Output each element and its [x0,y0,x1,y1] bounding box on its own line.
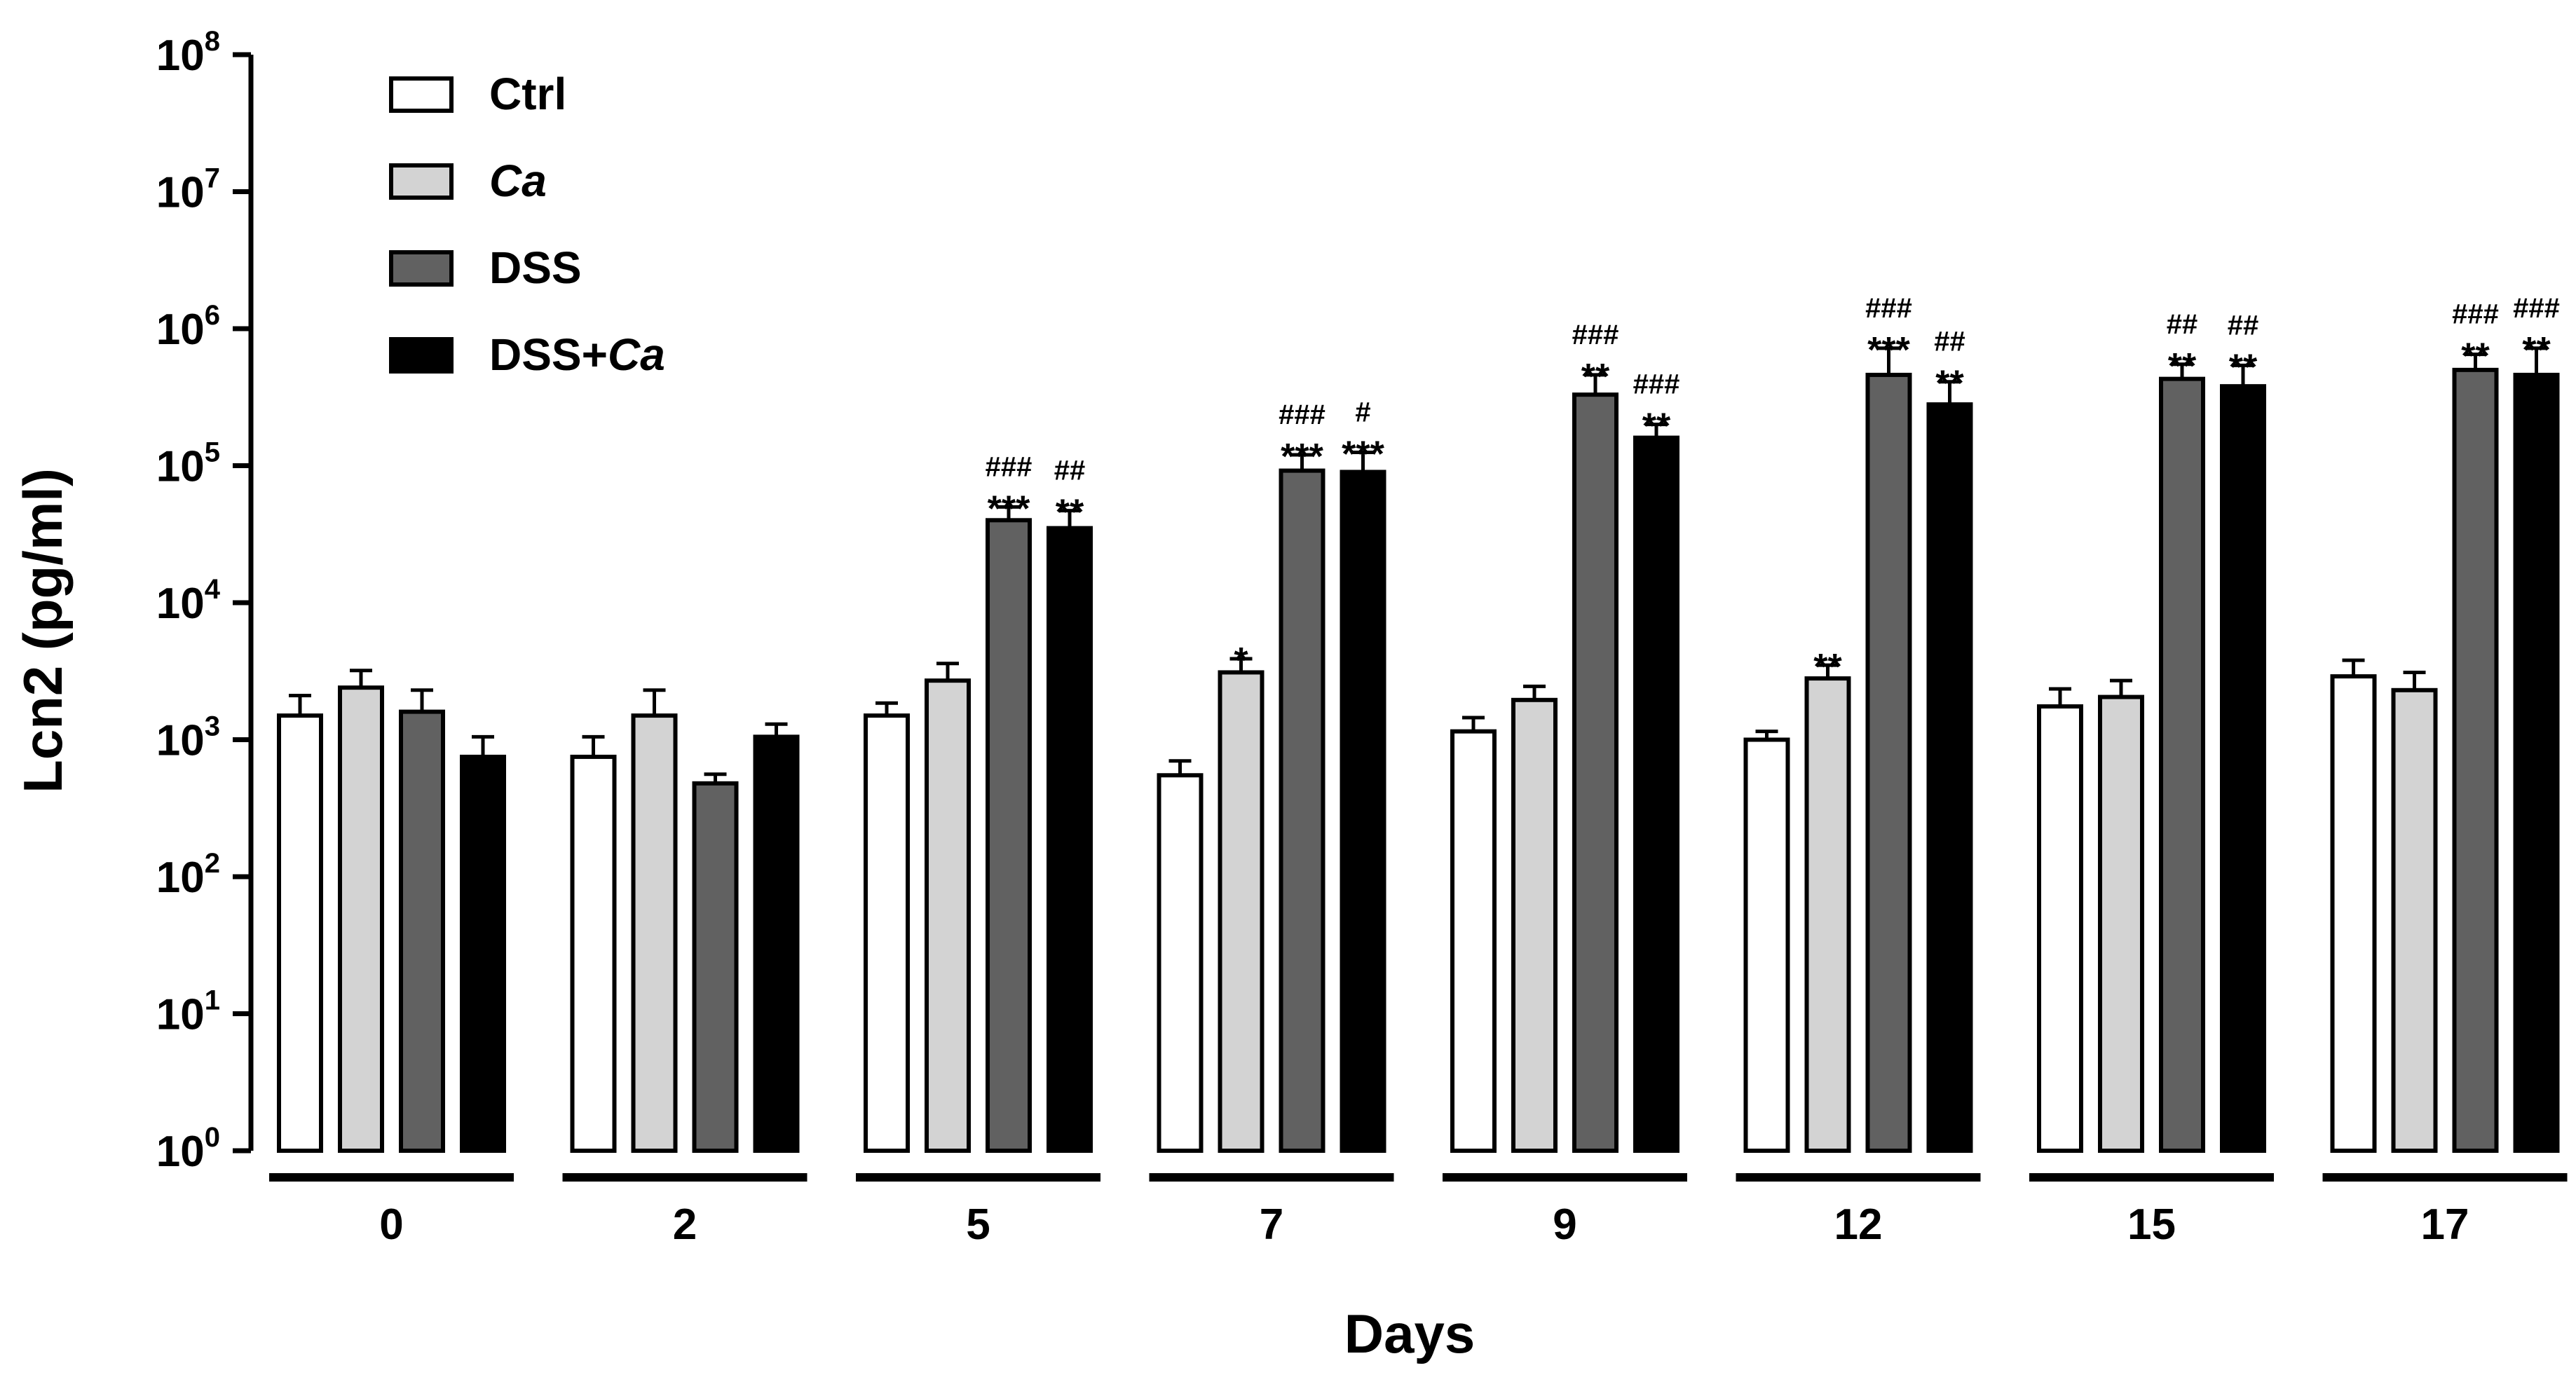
significance-hash: ## [2228,310,2259,341]
legend-label: DSS+Ca [489,329,665,380]
significance-stars: ** [2229,347,2258,388]
y-tick-label: 107 [156,163,220,217]
bar [2452,367,2499,1154]
significance-stars: ** [1935,364,1964,404]
bar [753,734,800,1154]
bar [1279,468,1326,1153]
significance-stars: ** [1581,357,1610,397]
x-tick-label: 15 [2127,1200,2176,1249]
x-tick-label: 5 [966,1200,990,1249]
bar [1157,773,1204,1153]
y-axis-title: Lcn2 (pg/ml) [12,468,74,793]
significance-hash: ### [1279,399,1326,430]
significance-stars: *** [1281,437,1323,477]
significance-stars: *** [988,488,1030,529]
bar [277,713,323,1153]
significance-hash: ### [2513,293,2560,324]
bar [1218,670,1265,1153]
bar [631,713,678,1153]
significance-stars: ** [2168,346,2197,387]
y-tick-label: 104 [156,574,221,628]
bar [2330,674,2377,1153]
x-tick-label: 0 [379,1200,403,1249]
bar [925,678,971,1153]
bar [986,518,1032,1153]
legend-swatch [389,250,454,287]
bar [2159,376,2205,1154]
bar [2220,384,2266,1153]
significance-hash: ## [1934,327,1965,357]
axes: 100 101 102 103 104 105 106 107 108 0 2 5 7 9 12 15 17 [156,26,2568,1249]
significance-hash: ### [1572,320,1619,350]
bar [1743,737,1790,1153]
legend-label: Ca [489,156,547,206]
significance-stars: *** [1342,435,1384,475]
bar [2513,372,2560,1154]
x-tick-label: 17 [2421,1200,2469,1249]
legend-swatch [389,337,454,374]
bar [864,713,910,1153]
x-axis-title: Days [1344,1303,1475,1364]
significance-stars: ** [1642,406,1671,447]
legend-label: DSS [489,242,582,293]
y-tick-label: 101 [156,985,220,1039]
bar [1926,402,1973,1154]
bar [1804,676,1851,1153]
bar [1340,470,1386,1153]
bar [460,754,506,1153]
bar [338,685,384,1153]
legend: Ctrl Ca DSS DSS+Ca [389,69,665,380]
y-tick-label: 106 [156,300,220,354]
significance-hash: ## [2167,309,2198,340]
y-tick-label: 108 [156,26,220,80]
bar [399,709,445,1153]
significance-hash: ### [2452,299,2499,330]
bar [2098,694,2144,1153]
y-tick-label: 105 [156,437,220,491]
significance-stars: ** [2522,330,2551,371]
significance-stars: *** [1867,330,1910,371]
x-tick-label: 12 [1834,1200,1883,1249]
bar [570,754,617,1153]
significance-hash: ### [986,451,1033,482]
bar [1633,435,1679,1153]
significance-stars: ** [1813,647,1842,687]
significance-stars: ** [2461,336,2490,377]
x-tick-label: 2 [673,1200,697,1249]
bar [1450,729,1497,1153]
significance-annotations: ***###**##****###***#**###**###*****###*… [986,293,2560,687]
significance-stars: * [1234,641,1248,681]
bars [277,346,2560,1154]
y-tick-label: 102 [156,848,220,902]
bar [1511,697,1558,1153]
legend-swatch [389,163,454,200]
y-tick-label: 100 [156,1122,220,1176]
significance-stars: ** [1056,493,1084,533]
significance-hash: ### [1633,369,1680,400]
y-tick-label: 103 [156,711,220,765]
x-tick-label: 9 [1553,1200,1576,1249]
bar [1047,526,1093,1153]
significance-hash: # [1355,397,1370,428]
bar [2391,687,2438,1153]
bar [2037,704,2083,1153]
bar [692,781,739,1154]
bar [1572,392,1618,1154]
significance-hash: ### [1865,293,1912,324]
legend-swatch [389,76,454,113]
legend-label: Ctrl [489,69,566,119]
significance-hash: ## [1054,456,1086,486]
x-tick-label: 7 [1260,1200,1283,1249]
bar [1865,372,1912,1154]
